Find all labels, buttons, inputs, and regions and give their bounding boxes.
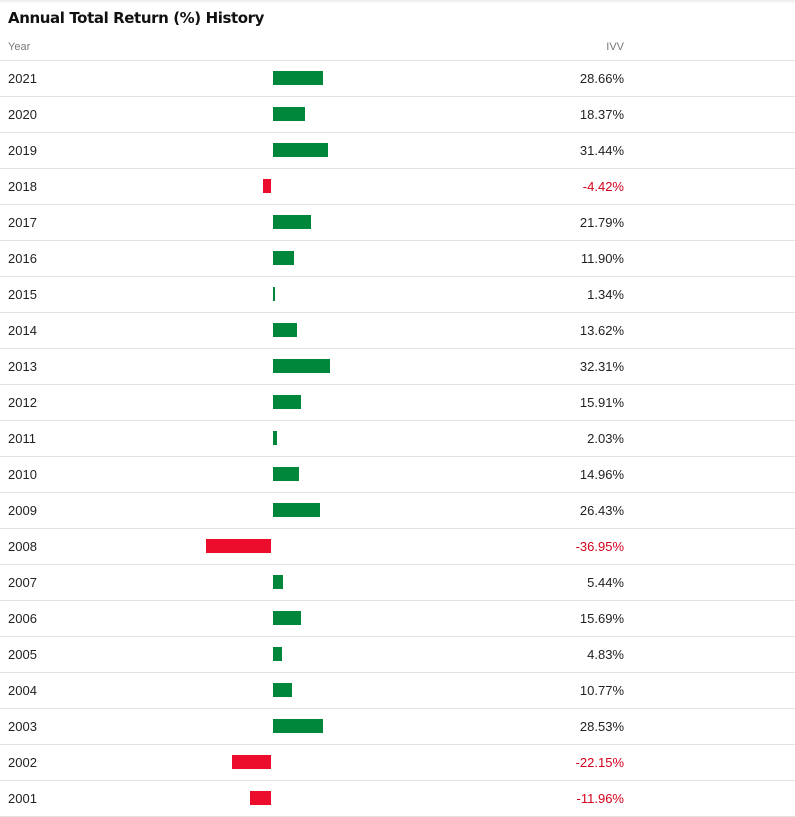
year-label: 2004 bbox=[8, 683, 37, 698]
year-label: 2007 bbox=[8, 575, 37, 590]
table-row: 2019 31.44% bbox=[0, 133, 795, 169]
year-label: 2017 bbox=[8, 215, 37, 230]
table-header: Year IVV bbox=[0, 38, 795, 61]
year-label: 2002 bbox=[8, 755, 37, 770]
return-value: 2.03% bbox=[587, 431, 624, 446]
year-label: 2009 bbox=[8, 503, 37, 518]
return-value: 26.43% bbox=[579, 503, 624, 518]
return-bar bbox=[273, 71, 324, 85]
table-row: 2015 1.34% bbox=[0, 277, 795, 313]
return-value: 28.53% bbox=[579, 719, 624, 734]
return-bar bbox=[263, 179, 271, 193]
return-bar bbox=[273, 647, 282, 661]
return-value: 10.77% bbox=[579, 683, 624, 698]
table-row: 2014 13.62% bbox=[0, 313, 795, 349]
table-row: 2012 15.91% bbox=[0, 385, 795, 421]
year-label: 2001 bbox=[8, 791, 37, 806]
return-value: 21.79% bbox=[579, 215, 624, 230]
table-row: 2009 26.43% bbox=[0, 493, 795, 529]
return-bar bbox=[273, 467, 300, 481]
table-row: 2018 -4.42% bbox=[0, 169, 795, 205]
return-bar bbox=[273, 323, 297, 337]
return-bar bbox=[273, 251, 294, 265]
return-value: 32.31% bbox=[579, 359, 624, 374]
year-label: 2016 bbox=[8, 251, 37, 266]
table-row: 2004 10.77% bbox=[0, 673, 795, 709]
return-value: 11.90% bbox=[580, 251, 624, 266]
chart-title: Annual Total Return (%) History bbox=[8, 9, 265, 27]
fund-column-header: IVV bbox=[606, 41, 624, 53]
return-bar bbox=[273, 287, 276, 301]
year-label: 2010 bbox=[8, 467, 37, 482]
year-label: 2015 bbox=[8, 287, 37, 302]
table-row: 2005 4.83% bbox=[0, 637, 795, 673]
table-row: 2017 21.79% bbox=[0, 205, 795, 241]
return-value: 31.44% bbox=[579, 143, 624, 158]
year-label: 2014 bbox=[8, 323, 37, 338]
year-label: 2018 bbox=[8, 179, 37, 194]
table-row: 2020 18.37% bbox=[0, 97, 795, 133]
table-row: 2016 11.90% bbox=[0, 241, 795, 277]
table-row: 2006 15.69% bbox=[0, 601, 795, 637]
table-row: 2003 28.53% bbox=[0, 709, 795, 745]
year-label: 2011 bbox=[8, 431, 36, 446]
return-value: 28.66% bbox=[579, 71, 624, 86]
year-label: 2021 bbox=[8, 71, 37, 86]
return-bar bbox=[273, 107, 306, 121]
return-bar bbox=[273, 575, 283, 589]
table-row: 2007 5.44% bbox=[0, 565, 795, 601]
table-row: 2013 32.31% bbox=[0, 349, 795, 385]
return-bar bbox=[232, 755, 271, 769]
return-bar bbox=[205, 539, 271, 553]
table-row: 2011 2.03% bbox=[0, 421, 795, 457]
return-bar bbox=[273, 611, 301, 625]
table-row: 2008 -36.95% bbox=[0, 529, 795, 565]
return-bar bbox=[273, 431, 277, 445]
year-label: 2008 bbox=[8, 539, 37, 554]
year-label: 2019 bbox=[8, 143, 37, 158]
year-label: 2012 bbox=[8, 395, 37, 410]
table-row: 2001 -11.96% bbox=[0, 781, 795, 817]
return-value: 18.37% bbox=[579, 107, 624, 122]
year-label: 2003 bbox=[8, 719, 37, 734]
return-bar bbox=[273, 215, 312, 229]
return-value: -11.96% bbox=[576, 791, 624, 806]
year-label: 2006 bbox=[8, 611, 37, 626]
return-value: 13.62% bbox=[579, 323, 624, 338]
return-bar bbox=[249, 791, 271, 805]
top-divider bbox=[0, 0, 795, 4]
return-value: 15.69% bbox=[579, 611, 624, 626]
table-row: 2010 14.96% bbox=[0, 457, 795, 493]
return-value: 1.34% bbox=[587, 287, 624, 302]
return-value: 15.91% bbox=[579, 395, 624, 410]
return-bar bbox=[273, 359, 330, 373]
return-value: -36.95% bbox=[575, 539, 624, 554]
table-row: 2002 -22.15% bbox=[0, 745, 795, 781]
year-label: 2013 bbox=[8, 359, 37, 374]
year-label: 2005 bbox=[8, 647, 37, 662]
return-bar bbox=[273, 683, 292, 697]
table-row: 2021 28.66% bbox=[0, 61, 795, 97]
return-value: -22.15% bbox=[575, 755, 624, 770]
return-bar bbox=[273, 143, 329, 157]
return-bar bbox=[273, 719, 324, 733]
return-history-rows: 2021 28.66% 2020 18.37% 2019 31.44% 2018 -4.42%… bbox=[0, 61, 795, 817]
return-value: -4.42% bbox=[582, 179, 624, 194]
return-bar bbox=[273, 503, 320, 517]
return-value: 14.96% bbox=[579, 467, 624, 482]
year-column-header: Year bbox=[8, 41, 31, 53]
return-bar bbox=[273, 395, 301, 409]
year-label: 2020 bbox=[8, 107, 37, 122]
return-value: 4.83% bbox=[587, 647, 624, 662]
return-value: 5.44% bbox=[587, 575, 624, 590]
